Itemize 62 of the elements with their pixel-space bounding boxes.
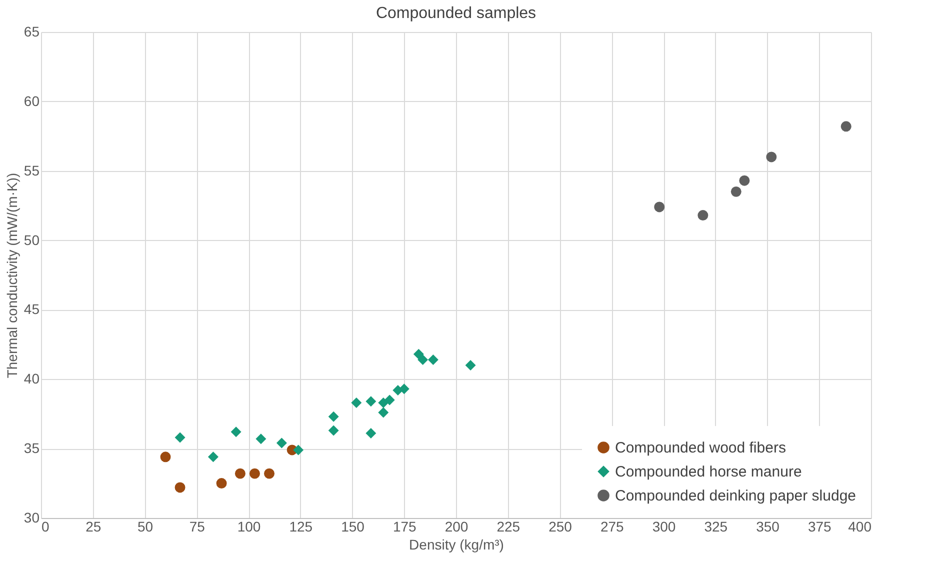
point — [366, 396, 376, 407]
x-tick-label: 200 — [444, 518, 468, 534]
point — [216, 478, 227, 489]
x-tick-label: 100 — [237, 518, 261, 534]
point — [249, 468, 260, 479]
legend-label: Compounded deinking paper sludge — [615, 488, 856, 504]
point — [230, 426, 242, 438]
point — [174, 482, 186, 493]
point — [384, 394, 395, 406]
point — [160, 452, 171, 462]
y-axis-title: Thermal conductivity (mW/(m·K)) — [4, 172, 20, 378]
x-tick-label: 275 — [600, 518, 624, 534]
point — [739, 175, 750, 186]
point — [264, 468, 274, 479]
x-tick-label: 175 — [392, 518, 417, 534]
point — [234, 468, 246, 479]
x-axis-title: Density (kg/m³) — [409, 536, 504, 552]
y-tick-label: 60 — [24, 92, 40, 109]
x-tick-label: 75 — [189, 518, 206, 534]
x-tick-label: 150 — [341, 518, 365, 534]
point — [840, 121, 852, 132]
point — [766, 152, 777, 162]
legend-label: Compounded horse manure — [615, 464, 802, 480]
x-tick-label: 350 — [756, 518, 780, 534]
x-tick-label: 0 — [42, 518, 50, 534]
point — [418, 354, 428, 365]
point — [428, 354, 438, 365]
point — [276, 438, 287, 448]
point — [328, 425, 339, 436]
point — [208, 452, 218, 462]
x-tick-label: 225 — [496, 518, 520, 534]
point — [174, 432, 186, 443]
point — [328, 411, 339, 422]
point — [256, 434, 266, 444]
y-tick-label: 35 — [24, 440, 40, 456]
x-tick-label: 250 — [548, 518, 572, 534]
x-tick-label: 125 — [289, 518, 313, 534]
point — [730, 186, 742, 197]
point — [378, 407, 389, 418]
point — [465, 360, 476, 370]
y-tick-label: 55 — [24, 162, 40, 178]
point — [366, 428, 376, 439]
x-tick-label: 50 — [137, 518, 154, 534]
point — [413, 348, 424, 360]
y-tick-label: 30 — [24, 510, 40, 526]
x-tick-label: 300 — [652, 518, 676, 534]
y-tick-label: 65 — [24, 24, 40, 40]
point — [698, 210, 708, 221]
x-tick-label: 325 — [704, 518, 728, 534]
x-tick-label: 375 — [808, 518, 832, 534]
y-tick-label: 40 — [24, 370, 40, 387]
point — [293, 444, 304, 456]
point — [398, 384, 410, 394]
point — [351, 398, 362, 408]
chart-title: Compounded samples — [376, 5, 536, 22]
y-tick-label: 45 — [24, 301, 40, 318]
x-tick-label: 25 — [86, 518, 102, 534]
x-tick-label: 400 — [848, 518, 872, 534]
point — [654, 202, 665, 212]
legend-label: Compounded wood fibers — [615, 440, 786, 456]
y-tick-label: 50 — [24, 232, 40, 248]
point — [378, 398, 389, 408]
